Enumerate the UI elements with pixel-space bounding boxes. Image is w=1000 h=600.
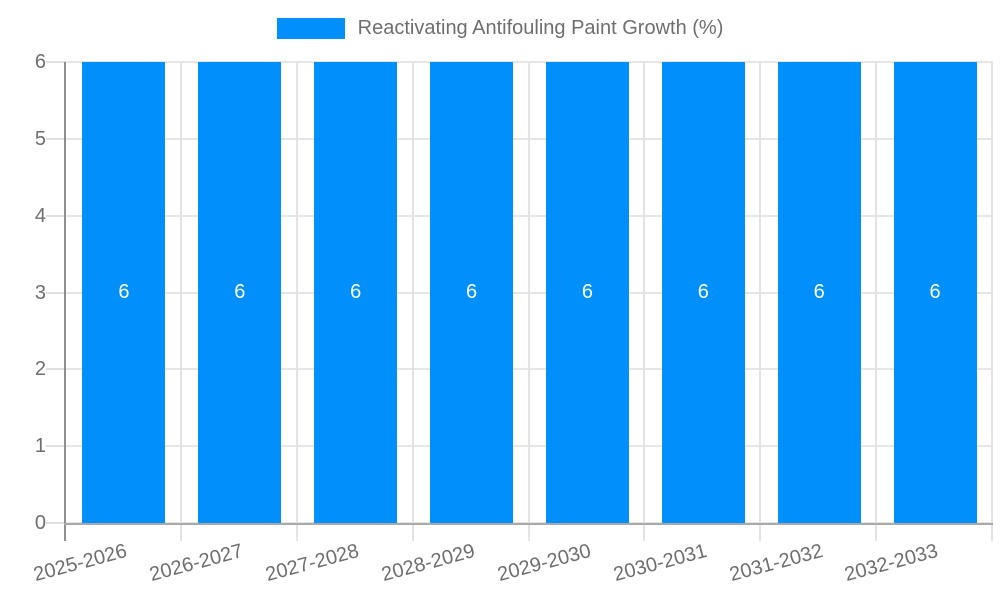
bar-2025-2026[interactable]: 6 bbox=[82, 62, 166, 523]
bar-value-label: 6 bbox=[466, 281, 478, 303]
y-tick-mark bbox=[46, 61, 66, 63]
x-tick-label: 2031-2032 bbox=[726, 540, 825, 587]
bar-value-label: 6 bbox=[697, 281, 709, 303]
bar-value-label: 6 bbox=[118, 281, 130, 303]
bar-2027-2028[interactable]: 6 bbox=[314, 62, 398, 523]
x-gridline bbox=[179, 62, 182, 541]
y-tick-label: 5 bbox=[34, 127, 46, 150]
x-axis-line bbox=[64, 523, 993, 525]
bar-2032-2033[interactable]: 6 bbox=[893, 62, 977, 523]
y-gridline bbox=[66, 445, 993, 448]
x-tick-label: 2026-2027 bbox=[147, 540, 246, 587]
x-tick-label: 2028-2029 bbox=[379, 540, 478, 587]
y-gridline bbox=[66, 291, 993, 294]
x-gridline bbox=[875, 62, 878, 541]
plot-area: 0 1 2 3 4 5 6 6 2025-2026 6 2026-2027 6 2027-2028 6 20… bbox=[32, 51, 993, 586]
y-tick-label: 2 bbox=[34, 358, 46, 381]
legend[interactable]: Reactivating Antifouling Paint Growth (%… bbox=[0, 17, 1000, 40]
bar-2029-2030[interactable]: 6 bbox=[545, 62, 629, 523]
bar-value-label: 6 bbox=[929, 281, 941, 303]
bar-2030-2031[interactable]: 6 bbox=[661, 62, 745, 523]
y-gridline bbox=[66, 137, 993, 140]
x-tick-label: 2025-2026 bbox=[31, 540, 130, 587]
x-gridline bbox=[411, 62, 414, 541]
y-tick-mark bbox=[46, 368, 66, 371]
y-tick-mark bbox=[46, 291, 66, 294]
bar-2031-2032[interactable]: 6 bbox=[777, 62, 861, 523]
y-tick-label: 3 bbox=[34, 281, 46, 304]
x-tick-label: 2029-2030 bbox=[495, 540, 594, 587]
y-gridline bbox=[66, 368, 993, 371]
y-tick-label: 0 bbox=[34, 512, 46, 534]
bar-2028-2029[interactable]: 6 bbox=[430, 62, 514, 523]
bar-value-label: 6 bbox=[234, 281, 246, 303]
y-tick-label: 1 bbox=[34, 435, 46, 458]
x-gridline bbox=[643, 62, 646, 541]
y-tick-label: 6 bbox=[34, 51, 46, 73]
y-tick-mark bbox=[46, 137, 66, 140]
x-gridline bbox=[991, 62, 993, 541]
y-axis-line bbox=[64, 62, 66, 541]
y-gridline bbox=[66, 214, 993, 217]
x-gridline bbox=[527, 62, 530, 541]
bar-2026-2027[interactable]: 6 bbox=[198, 62, 282, 523]
bar-value-label: 6 bbox=[350, 281, 362, 303]
x-tick-label: 2032-2033 bbox=[842, 540, 941, 587]
y-gridline bbox=[66, 61, 993, 63]
legend-swatch bbox=[276, 18, 345, 39]
x-gridline bbox=[295, 62, 298, 541]
legend-label: Reactivating Antifouling Paint Growth (%… bbox=[357, 17, 724, 39]
x-tick-label: 2030-2031 bbox=[610, 540, 710, 587]
bar-value-label: 6 bbox=[581, 281, 593, 303]
y-tick-mark bbox=[46, 214, 66, 217]
x-tick-label: 2027-2028 bbox=[263, 540, 362, 587]
y-tick-label: 4 bbox=[34, 204, 46, 227]
y-tick-mark bbox=[46, 445, 66, 448]
bar-value-label: 6 bbox=[813, 281, 825, 303]
x-gridline bbox=[759, 62, 762, 541]
y-tick-mark bbox=[46, 522, 66, 524]
